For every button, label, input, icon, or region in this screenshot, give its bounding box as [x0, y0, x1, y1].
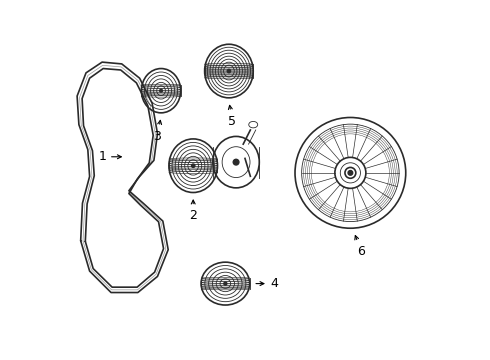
Circle shape — [160, 89, 162, 92]
Text: 5: 5 — [228, 105, 237, 127]
Circle shape — [224, 282, 227, 285]
Circle shape — [227, 69, 231, 73]
Circle shape — [233, 159, 239, 165]
Circle shape — [192, 164, 195, 167]
Circle shape — [348, 171, 353, 175]
Text: 1: 1 — [98, 150, 122, 163]
Text: 6: 6 — [355, 235, 365, 258]
Text: 4: 4 — [256, 277, 279, 290]
Text: 2: 2 — [189, 200, 197, 222]
Text: 3: 3 — [153, 120, 162, 143]
